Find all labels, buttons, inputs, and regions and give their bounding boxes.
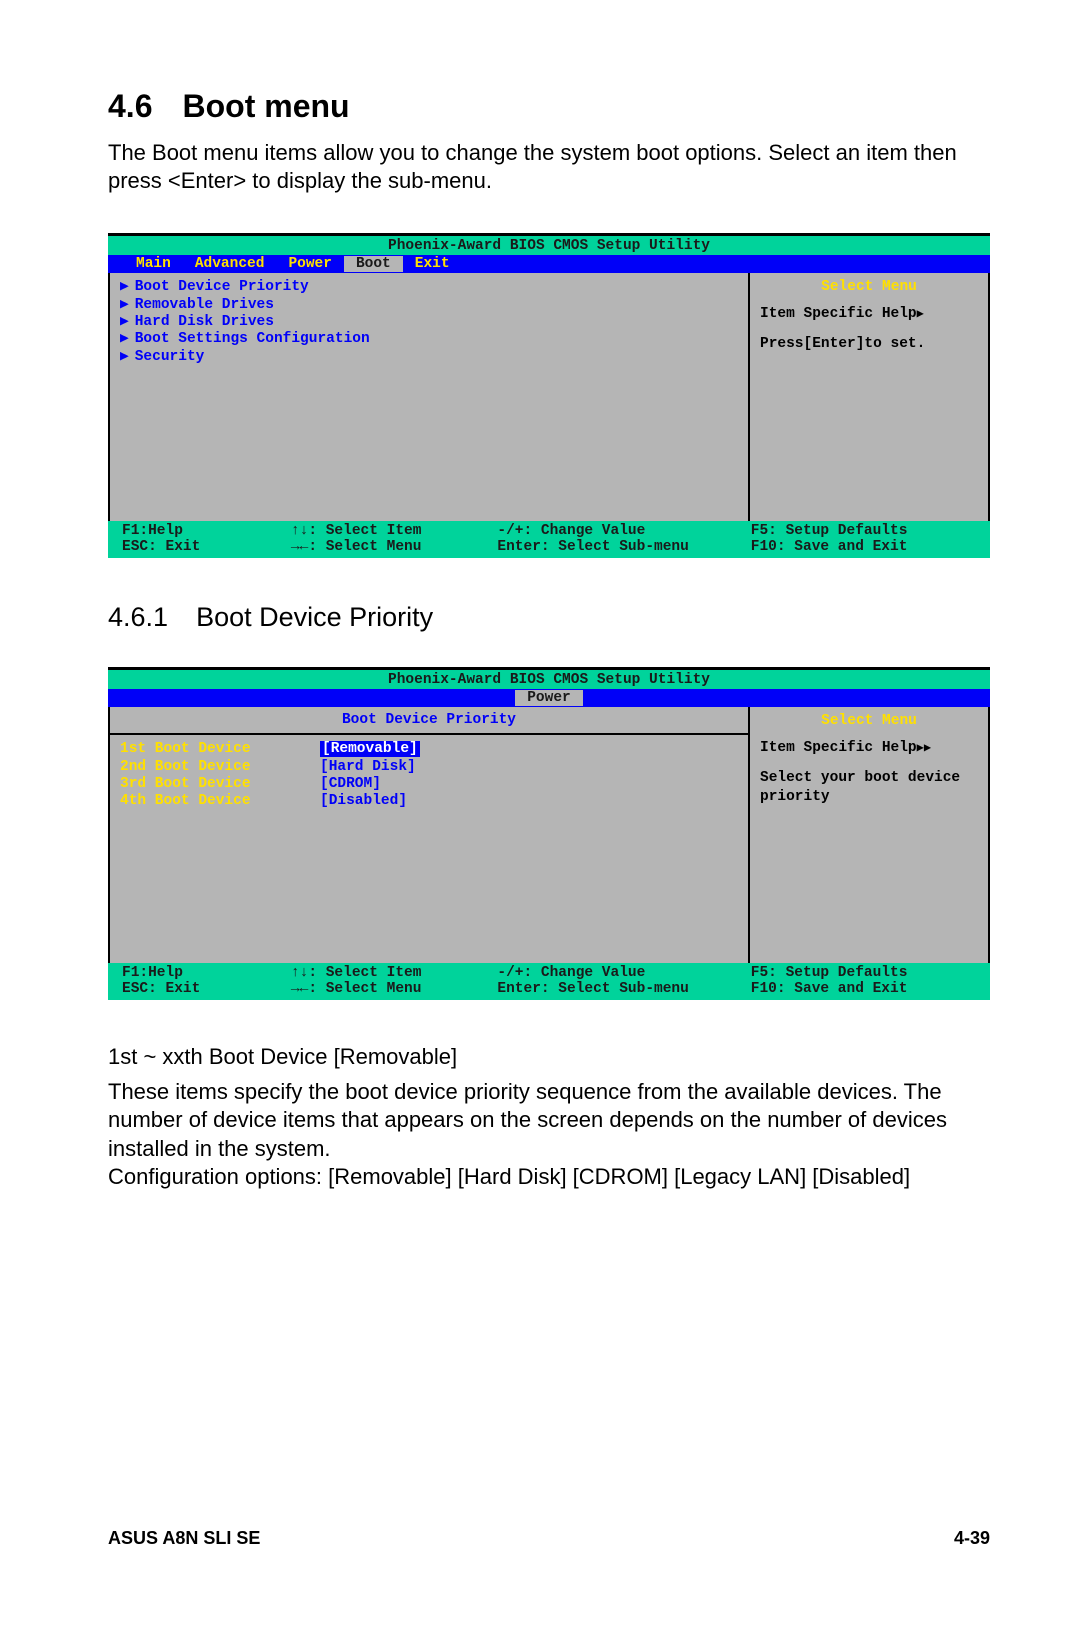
boot-device-row-1[interactable]: 1st Boot Device [Removable] — [120, 741, 738, 758]
tab-power[interactable]: Power — [276, 256, 344, 272]
foot-save-exit: F10: Save and Exit — [751, 539, 976, 555]
subsection-title: Boot Device Priority — [196, 602, 433, 632]
boot-device-row-3[interactable]: 3rd Boot Device [CDROM] — [120, 776, 738, 793]
foot-select-item: ↑↓: Select Item — [291, 965, 497, 981]
foot-select-submenu: Enter: Select Sub-menu — [497, 981, 750, 997]
double-triangle-icon: ▶▶ — [917, 741, 931, 755]
bios-title: Phoenix-Award BIOS CMOS Setup Utility — [108, 670, 990, 689]
boot-device-row-2[interactable]: 2nd Boot Device [Hard Disk] — [120, 759, 738, 776]
item-description: These items specify the boot device prio… — [108, 1078, 990, 1162]
tab-power[interactable]: Power — [515, 690, 583, 706]
foot-change-value: -/+: Change Value — [497, 965, 750, 981]
triangle-icon: ▶ — [120, 279, 129, 296]
boot-device-value: [CDROM] — [320, 776, 381, 793]
tab-advanced[interactable]: Advanced — [183, 256, 277, 272]
triangle-icon: ▶ — [120, 297, 129, 314]
bios-left-pane: ▶Boot Device Priority ▶Removable Drives … — [110, 273, 750, 521]
boot-device-value: [Disabled] — [320, 793, 407, 810]
tab-main[interactable]: Main — [124, 256, 183, 272]
menu-item-removable-drives[interactable]: ▶Removable Drives — [120, 297, 738, 314]
foot-save-exit: F10: Save and Exit — [751, 981, 976, 997]
foot-esc-exit: ESC: Exit — [122, 539, 291, 555]
menu-item-security[interactable]: ▶Security — [120, 349, 738, 366]
right-pane-title: Select Menu — [760, 279, 978, 295]
bios-left-pane: Boot Device Priority 1st Boot Device [Re… — [110, 707, 750, 963]
subsection-heading: 4.6.1 Boot Device Priority — [108, 602, 990, 633]
boot-device-label: 2nd Boot Device — [120, 759, 320, 776]
foot-f1-help: F1:Help — [122, 523, 291, 539]
footer-page-number: 4-39 — [954, 1528, 990, 1549]
right-pane-help: Item Specific Help▶ — [760, 305, 978, 325]
bios-screenshot-boot-priority: Phoenix-Award BIOS CMOS Setup Utility Po… — [108, 667, 990, 1000]
bios-footer: F1:Help ↑↓: Select Item -/+: Change Valu… — [108, 521, 990, 558]
menu-item-hard-disk-drives[interactable]: ▶Hard Disk Drives — [120, 314, 738, 331]
triangle-icon: ▶ — [917, 307, 924, 321]
footer-product: ASUS A8N SLI SE — [108, 1528, 260, 1549]
priority-heading: Boot Device Priority — [110, 707, 748, 735]
boot-device-label: 3rd Boot Device — [120, 776, 320, 793]
boot-device-value: [Hard Disk] — [320, 759, 416, 776]
page-footer: ASUS A8N SLI SE 4-39 — [108, 1528, 990, 1549]
bios-title: Phoenix-Award BIOS CMOS Setup Utility — [108, 236, 990, 255]
triangle-icon: ▶ — [120, 314, 129, 331]
section-heading: 4.6 Boot menu — [108, 88, 990, 125]
foot-setup-defaults: F5: Setup Defaults — [751, 523, 976, 539]
foot-select-item: ↑↓: Select Item — [291, 523, 497, 539]
tab-boot[interactable]: Boot — [344, 256, 403, 272]
section-number: 4.6 — [108, 88, 152, 124]
boot-device-value: [Removable] — [320, 741, 420, 758]
bios-menubar: Main Advanced Power Boot Exit — [108, 255, 990, 273]
foot-select-menu: →←: Select Menu — [291, 539, 497, 555]
tab-exit[interactable]: Exit — [403, 256, 462, 272]
bios-menubar: Power — [108, 689, 990, 707]
intro-paragraph: The Boot menu items allow you to change … — [108, 139, 990, 195]
boot-device-label: 1st Boot Device — [120, 741, 320, 758]
foot-select-submenu: Enter: Select Sub-menu — [497, 539, 750, 555]
foot-setup-defaults: F5: Setup Defaults — [751, 965, 976, 981]
right-pane-title: Select Menu — [760, 713, 978, 729]
foot-change-value: -/+: Change Value — [497, 523, 750, 539]
menu-item-boot-device-priority[interactable]: ▶Boot Device Priority — [120, 279, 738, 296]
boot-device-row-4[interactable]: 4th Boot Device [Disabled] — [120, 793, 738, 810]
config-options: Configuration options: [Removable] [Hard… — [108, 1163, 990, 1191]
foot-select-menu: →←: Select Menu — [291, 981, 497, 997]
item-heading: 1st ~ xxth Boot Device [Removable] — [108, 1044, 990, 1070]
right-pane-help: Item Specific Help▶▶ — [760, 739, 978, 759]
triangle-icon: ▶ — [120, 349, 129, 366]
bios-screenshot-boot-menu: Phoenix-Award BIOS CMOS Setup Utility Ma… — [108, 233, 990, 558]
bios-footer: F1:Help ↑↓: Select Item -/+: Change Valu… — [108, 963, 990, 1000]
triangle-icon: ▶ — [120, 331, 129, 348]
foot-esc-exit: ESC: Exit — [122, 981, 291, 997]
right-pane-hint: Select your boot device priority — [760, 769, 978, 808]
section-title: Boot menu — [182, 88, 349, 124]
subsection-number: 4.6.1 — [108, 602, 168, 632]
right-pane-hint: Press[Enter]to set. — [760, 335, 978, 355]
boot-device-label: 4th Boot Device — [120, 793, 320, 810]
menu-item-boot-settings-config[interactable]: ▶Boot Settings Configuration — [120, 331, 738, 348]
foot-f1-help: F1:Help — [122, 965, 291, 981]
bios-right-pane: Select Menu Item Specific Help▶▶ Select … — [750, 707, 988, 963]
bios-right-pane: Select Menu Item Specific Help▶ Press[En… — [750, 273, 988, 521]
